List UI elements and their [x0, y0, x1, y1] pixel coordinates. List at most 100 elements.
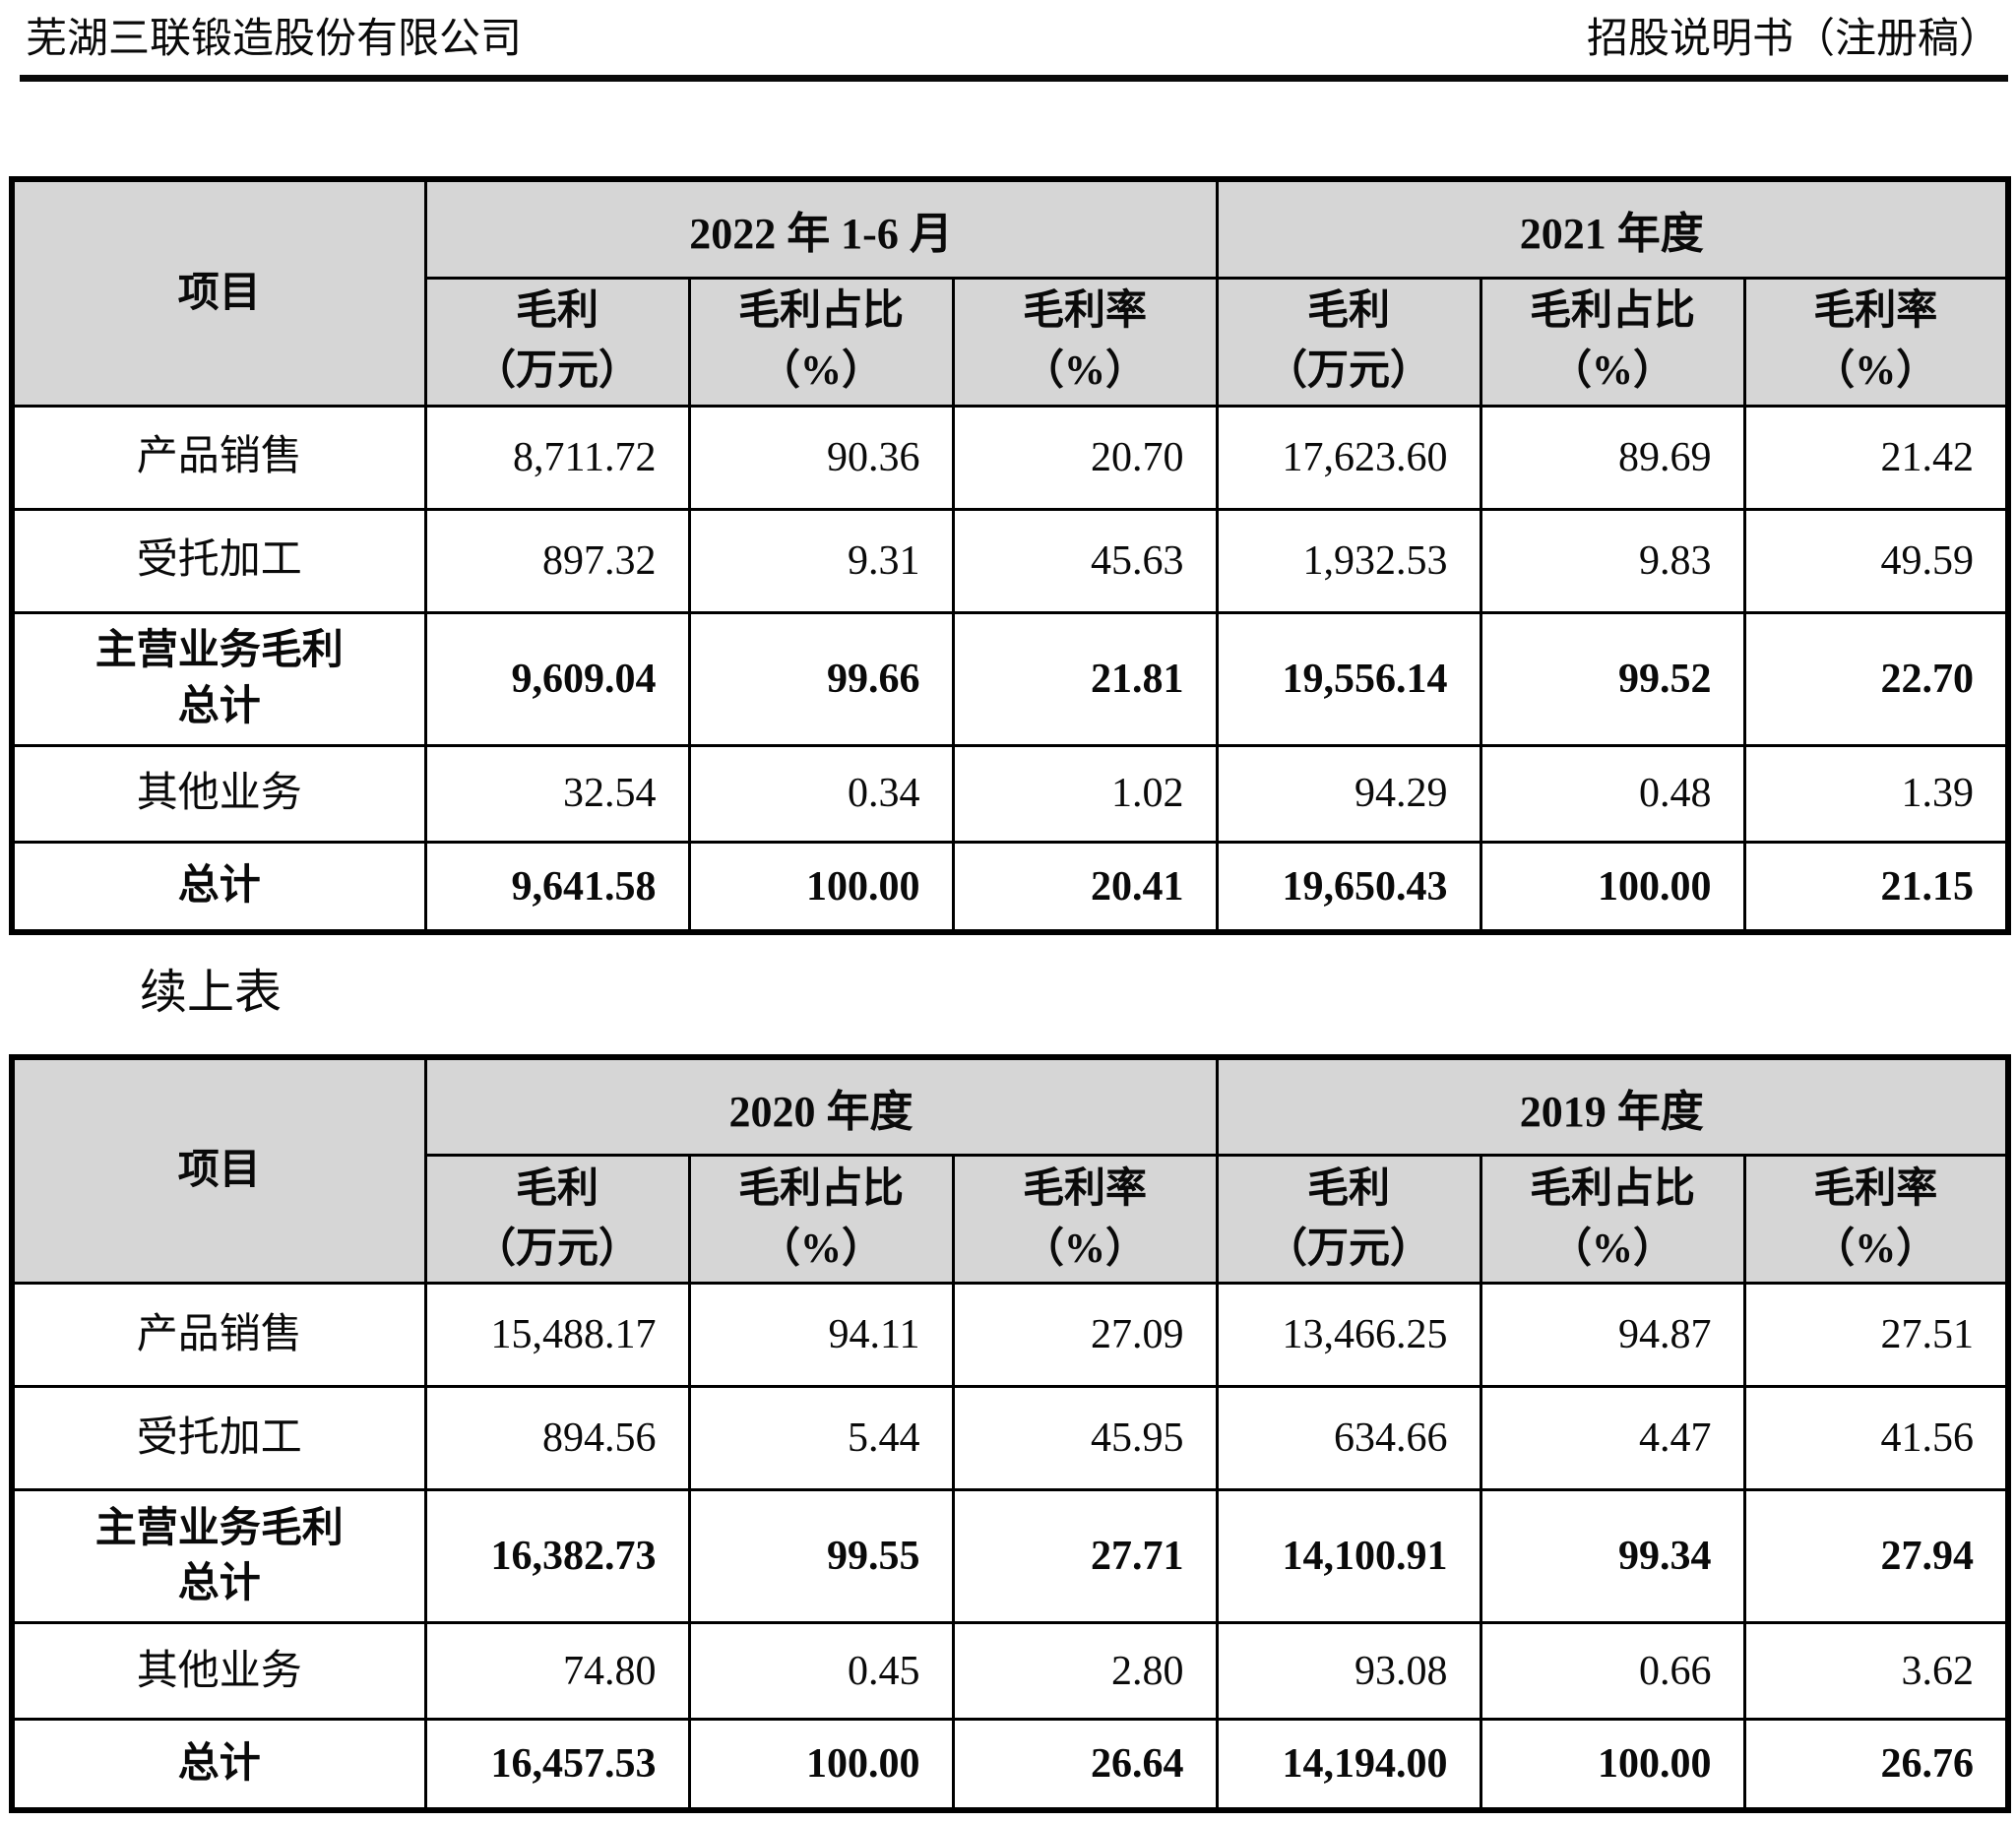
table-cell: 99.52	[1479, 610, 1746, 747]
col-header-share-2: 毛利占比 （%）	[1479, 1154, 1746, 1286]
table-cell: 1.02	[951, 743, 1219, 844]
continuation-note: 续上表	[140, 967, 283, 1020]
table-cell: 16,457.53	[423, 1718, 691, 1812]
company-name: 芜湖三联锻造股份有限公司	[26, 17, 523, 62]
col-header-share-2: 毛利占比 （%）	[1479, 276, 1746, 408]
period-header-2019: 2019 年度	[1215, 1055, 2010, 1158]
table-cell: 21.42	[1742, 404, 2010, 511]
row-label: 其他业务	[10, 1621, 427, 1722]
table-cell: 19,556.14	[1215, 610, 1482, 747]
table-cell: 93.08	[1215, 1621, 1482, 1722]
table-row: 受托加工 897.32 9.31 45.63 1,932.53 9.83 49.…	[10, 507, 2010, 614]
table-cell: 94.11	[687, 1282, 955, 1389]
table-cell: 49.59	[1742, 507, 2010, 614]
table-cell: 14,194.00	[1215, 1718, 1482, 1812]
row-label: 总计	[10, 840, 427, 934]
table-cell: 27.94	[1742, 1488, 2010, 1625]
col-header-margin-2: 毛利率 （%）	[1742, 276, 2010, 408]
table-cell: 15,488.17	[423, 1282, 691, 1389]
table-cell: 99.66	[687, 610, 955, 747]
table-cell: 1.39	[1742, 743, 2010, 844]
row-label: 总计	[10, 1718, 427, 1812]
table-cell: 90.36	[687, 404, 955, 511]
col-header-share-1: 毛利占比 （%）	[687, 276, 955, 408]
col-header-margin-1: 毛利率 （%）	[951, 276, 1219, 408]
table-cell: 5.44	[687, 1385, 955, 1492]
table-cell: 94.87	[1479, 1282, 1746, 1389]
gross-profit-table-2020-2019: 项目 2020 年度 2019 年度 毛利 （万元） 毛利占比 （%） 毛利率 …	[9, 1053, 2011, 1813]
table-cell: 26.64	[951, 1718, 1219, 1812]
table-cell: 0.45	[687, 1621, 955, 1722]
col-header-gross-1: 毛利 （万元）	[423, 1154, 691, 1286]
table-cell: 100.00	[687, 1718, 955, 1812]
col-header-item: 项目	[10, 1055, 427, 1286]
row-label: 其他业务	[10, 743, 427, 844]
period-header-2022h1: 2022 年 1-6 月	[423, 177, 1219, 280]
col-header-gross-2: 毛利 （万元）	[1215, 1154, 1482, 1286]
table-cell: 8,711.72	[423, 404, 691, 511]
table-cell: 2.80	[951, 1621, 1219, 1722]
table-cell: 20.70	[951, 404, 1219, 511]
table-cell: 27.09	[951, 1282, 1219, 1389]
table-cell: 27.71	[951, 1488, 1219, 1625]
page-header: 芜湖三联锻造股份有限公司 招股说明书（注册稿）	[0, 0, 2016, 63]
table-row: 毛利 （万元） 毛利占比 （%） 毛利率 （%） 毛利 （万元） 毛利占比 （%…	[12, 276, 2010, 408]
table-cell: 99.55	[687, 1488, 955, 1625]
table-cell: 20.41	[951, 840, 1219, 934]
table-cell: 9,609.04	[423, 610, 691, 747]
col-header-share-1: 毛利占比 （%）	[687, 1154, 955, 1286]
table-cell: 27.51	[1742, 1282, 2010, 1389]
table-cell: 3.62	[1742, 1621, 2010, 1722]
table-cell: 74.80	[423, 1621, 691, 1722]
col-header-margin-2: 毛利率 （%）	[1742, 1154, 2010, 1286]
col-header-gross-2: 毛利 （万元）	[1215, 276, 1482, 408]
table-cell: 634.66	[1215, 1385, 1482, 1492]
table-row: 受托加工 894.56 5.44 45.95 634.66 4.47 41.56	[10, 1385, 2010, 1492]
table-cell: 21.15	[1742, 840, 2010, 934]
table-cell: 100.00	[1479, 840, 1746, 934]
table-cell: 100.00	[687, 840, 955, 934]
table-cell: 94.29	[1215, 743, 1482, 844]
table-cell: 14,100.91	[1215, 1488, 1482, 1625]
table-cell: 0.66	[1479, 1621, 1746, 1722]
table-cell: 0.34	[687, 743, 955, 844]
table-cell: 9.31	[687, 507, 955, 614]
table-cell: 99.34	[1479, 1488, 1746, 1625]
table-cell: 9,641.58	[423, 840, 691, 934]
table-row: 总计 16,457.53 100.00 26.64 14,194.00 100.…	[10, 1718, 2010, 1812]
col-header-margin-1: 毛利率 （%）	[951, 1154, 1219, 1286]
table-row: 其他业务 74.80 0.45 2.80 93.08 0.66 3.62	[10, 1621, 2010, 1722]
table-row: 主营业务毛利 总计 9,609.04 99.66 21.81 19,556.14…	[10, 610, 2010, 747]
table-row: 其他业务 32.54 0.34 1.02 94.29 0.48 1.39	[10, 743, 2010, 844]
table-cell: 19,650.43	[1215, 840, 1482, 934]
row-label: 产品销售	[10, 404, 427, 511]
table-cell: 21.81	[951, 610, 1219, 747]
table-row: 主营业务毛利 总计 16,382.73 99.55 27.71 14,100.9…	[10, 1488, 2010, 1625]
table-cell: 13,466.25	[1215, 1282, 1482, 1389]
table-cell: 16,382.73	[423, 1488, 691, 1625]
period-header-2020: 2020 年度	[423, 1055, 1219, 1158]
period-header-2021: 2021 年度	[1215, 177, 2010, 280]
table-cell: 89.69	[1479, 404, 1746, 511]
table-cell: 41.56	[1742, 1385, 2010, 1492]
table-row: 项目 2020 年度 2019 年度	[10, 1055, 2010, 1286]
table-cell: 1,932.53	[1215, 507, 1482, 614]
table-cell: 100.00	[1479, 1718, 1746, 1812]
table-cell: 22.70	[1742, 610, 2010, 747]
doc-title: 招股说明书（注册稿）	[1586, 17, 2000, 62]
table-row: 项目 2022 年 1-6 月 2021 年度	[10, 177, 2010, 408]
gross-profit-table-2022-2021: 项目 2022 年 1-6 月 2021 年度 毛利 （万元） 毛利占比 （%）…	[9, 176, 2012, 936]
table-row: 总计 9,641.58 100.00 20.41 19,650.43 100.0…	[10, 840, 2010, 934]
table-cell: 897.32	[423, 507, 691, 614]
row-label: 受托加工	[10, 1385, 427, 1492]
table-row: 产品销售 8,711.72 90.36 20.70 17,623.60 89.6…	[10, 404, 2010, 511]
table-cell: 0.48	[1479, 743, 1746, 844]
header-divider	[20, 75, 2008, 83]
col-header-gross-1: 毛利 （万元）	[423, 276, 691, 408]
row-label: 受托加工	[10, 507, 427, 614]
row-label: 主营业务毛利 总计	[10, 1488, 427, 1625]
table-cell: 4.47	[1479, 1385, 1746, 1492]
table-cell: 26.76	[1742, 1718, 2010, 1812]
table-cell: 894.56	[423, 1385, 691, 1492]
table-cell: 45.95	[951, 1385, 1219, 1492]
